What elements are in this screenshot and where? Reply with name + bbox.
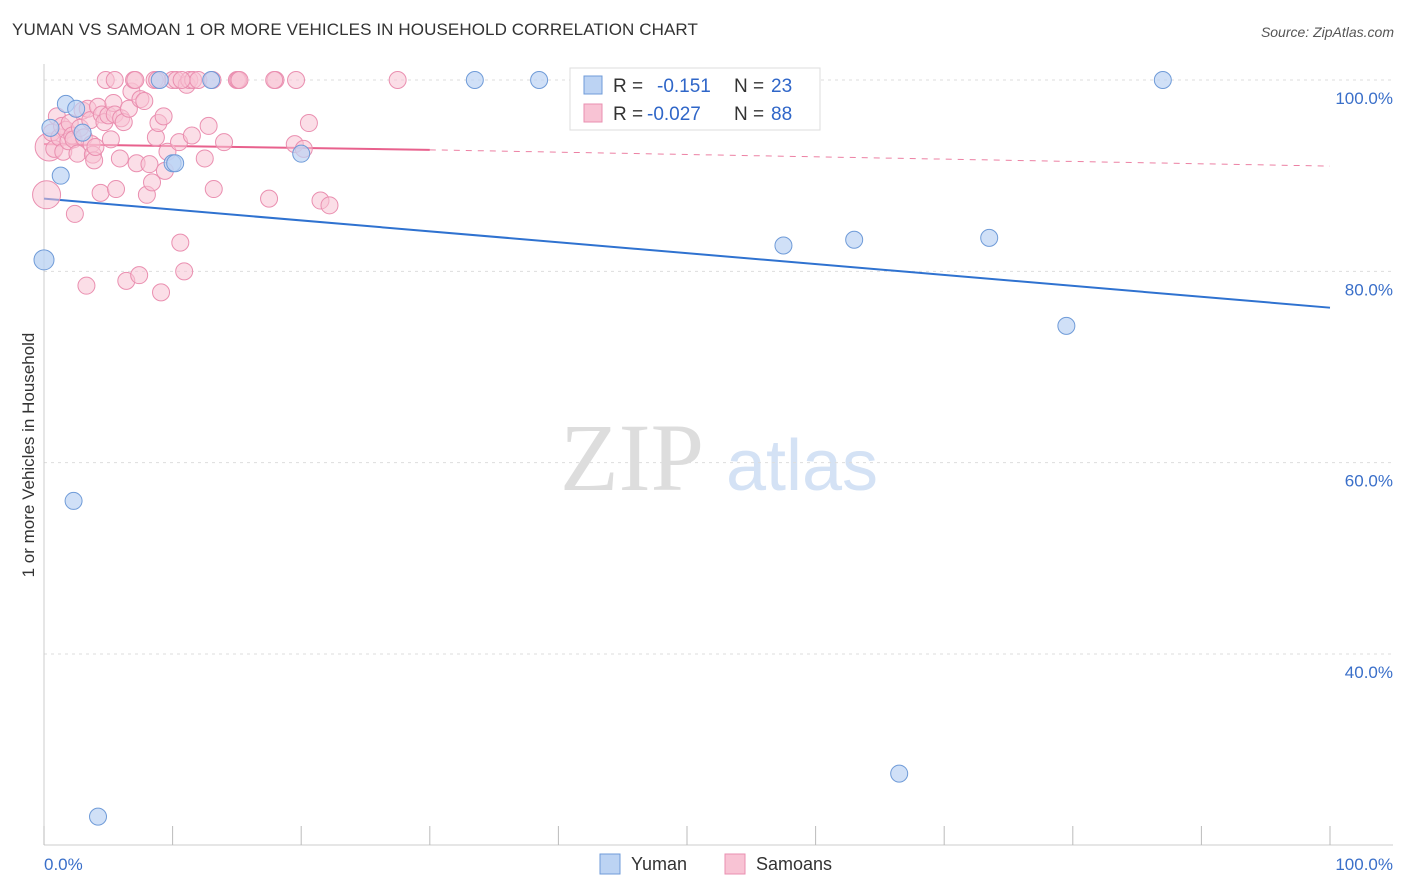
grid-lines: [44, 79, 1393, 655]
samoan-points: [32, 71, 407, 302]
samoan-point: [143, 173, 162, 192]
yuman-point: [166, 154, 185, 173]
legend-n-value-samoan: 88: [771, 104, 792, 125]
legend-r-label-yuman: R =: [613, 76, 643, 97]
yuman-point: [73, 123, 92, 142]
yuman-point: [67, 99, 86, 118]
yuman-point: [202, 71, 221, 89]
samoan-point: [91, 183, 110, 202]
samoan-point: [299, 114, 318, 133]
legend-swatch-yuman: [583, 75, 603, 95]
samoan-point: [204, 180, 223, 199]
samoan-point: [140, 155, 159, 174]
legend-r-value-samoan: -0.027: [647, 104, 701, 125]
y-tick-label: 40.0%: [1345, 663, 1393, 682]
y-tick-label: 80.0%: [1345, 280, 1393, 299]
samoan-point: [119, 99, 138, 118]
samoan-point: [175, 262, 194, 281]
samoan-point: [86, 137, 105, 156]
yuman-point: [89, 807, 108, 826]
samoan-point: [135, 92, 154, 111]
y-tick-labels: 40.0% 60.0% 80.0% 100.0%: [1335, 89, 1393, 682]
legend-r-label-samoan: R =: [613, 104, 643, 125]
watermark-zip: ZIP: [560, 404, 704, 511]
yuman-point: [33, 249, 55, 271]
yuman-point: [890, 764, 909, 783]
yuman-point: [980, 228, 999, 247]
yuman-point: [51, 166, 70, 185]
samoan-point: [287, 71, 306, 89]
yuman-point: [465, 71, 484, 89]
legend-r-value-yuman: -0.151: [657, 76, 711, 97]
samoan-point: [65, 204, 84, 223]
samoan-point: [154, 107, 173, 126]
y-tick-label: 60.0%: [1345, 472, 1393, 491]
legend-n-label-samoan: N =: [734, 104, 764, 125]
trend-lines: [43, 143, 1331, 309]
samoan-point: [320, 196, 339, 215]
samoan-point: [388, 71, 407, 89]
yuman-point: [774, 236, 793, 255]
samoan-point: [130, 266, 149, 285]
samoan-point: [152, 283, 171, 302]
yuman-point: [1057, 316, 1076, 335]
series-legend-label-samoan: Samoans: [756, 854, 832, 874]
samoan-point: [126, 71, 145, 89]
samoan-point: [171, 233, 190, 252]
series-legend-swatch-samoan: [724, 853, 746, 875]
samoan-point: [107, 180, 126, 199]
samoan-point: [260, 189, 279, 208]
watermark-atlas: atlas: [726, 426, 878, 506]
legend-n-label-yuman: N =: [734, 76, 764, 97]
yuman-point: [150, 71, 169, 89]
series-legend: Yuman Samoans: [599, 853, 832, 875]
series-legend-label-yuman: Yuman: [631, 854, 687, 874]
samoan-point: [77, 276, 96, 295]
x-tick-label-max: 100.0%: [1335, 855, 1393, 874]
samoan-trend-line-extension: [429, 149, 1331, 167]
y-tick-label: 100.0%: [1335, 89, 1393, 108]
samoan-point: [172, 71, 191, 89]
samoan-point: [265, 71, 284, 89]
legend-n-value-yuman: 23: [771, 76, 792, 97]
source-label: Source: ZipAtlas.com: [1260, 24, 1394, 40]
correlation-legend: R = -0.151 N = 23 R = -0.027 N = 88: [569, 67, 821, 131]
yuman-point: [41, 118, 60, 137]
yuman-trend-line: [43, 197, 1331, 309]
samoan-point: [215, 133, 234, 152]
samoan-point: [182, 126, 201, 145]
samoan-point: [105, 71, 124, 89]
samoan-point: [199, 116, 218, 135]
legend-swatch-samoan: [583, 103, 603, 123]
yuman-points: [33, 71, 1172, 826]
samoan-point: [195, 149, 214, 168]
y-axis-label: 1 or more Vehicles in Household: [19, 333, 38, 578]
yuman-point: [530, 71, 549, 89]
axes: [43, 64, 1393, 846]
x-tick-label-min: 0.0%: [44, 855, 83, 874]
series-legend-swatch-yuman: [599, 853, 621, 875]
yuman-point: [1153, 71, 1172, 89]
yuman-point: [292, 144, 311, 163]
samoan-point: [32, 180, 62, 210]
samoan-point: [230, 71, 249, 89]
yuman-point: [845, 230, 864, 249]
chart-title: YUMAN VS SAMOAN 1 OR MORE VEHICLES IN HO…: [12, 20, 698, 39]
samoan-point: [101, 130, 120, 149]
yuman-point: [64, 491, 83, 510]
samoan-point: [110, 149, 129, 168]
